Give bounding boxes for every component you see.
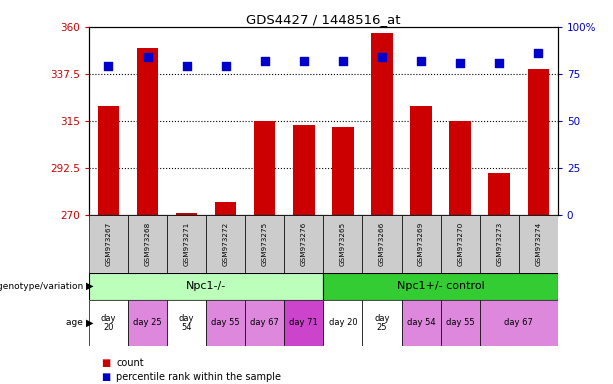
Text: ■: ■ <box>101 372 110 382</box>
Bar <box>519 215 558 273</box>
Point <box>338 58 348 64</box>
Text: day
20: day 20 <box>101 314 116 331</box>
Point <box>181 63 191 70</box>
Bar <box>362 300 402 346</box>
Bar <box>215 202 237 215</box>
Point <box>299 58 309 64</box>
Text: day 55: day 55 <box>446 318 474 327</box>
Bar <box>480 215 519 273</box>
Text: day 20: day 20 <box>329 318 357 327</box>
Text: GSM973267: GSM973267 <box>105 222 112 266</box>
Bar <box>284 215 324 273</box>
Bar <box>293 125 314 215</box>
Bar <box>441 215 480 273</box>
Bar <box>528 69 549 215</box>
Bar <box>245 300 284 346</box>
Bar <box>332 127 354 215</box>
Bar <box>128 300 167 346</box>
Text: percentile rank within the sample: percentile rank within the sample <box>116 372 281 382</box>
Point <box>104 63 113 70</box>
Text: GSM973273: GSM973273 <box>496 222 502 266</box>
Bar <box>89 300 128 346</box>
Point <box>143 54 153 60</box>
Bar <box>176 213 197 215</box>
Bar <box>371 33 393 215</box>
Text: ▶: ▶ <box>86 281 93 291</box>
Bar <box>324 215 362 273</box>
Text: GSM973275: GSM973275 <box>262 222 268 266</box>
Bar <box>167 215 206 273</box>
Text: Npc1-/-: Npc1-/- <box>186 281 226 291</box>
Point <box>533 50 543 56</box>
Bar <box>254 121 275 215</box>
Bar <box>137 48 158 215</box>
Text: genotype/variation: genotype/variation <box>0 281 86 291</box>
Bar <box>362 215 402 273</box>
Text: count: count <box>116 358 144 368</box>
Bar <box>167 300 206 346</box>
Text: day
25: day 25 <box>374 314 390 331</box>
Text: GSM973265: GSM973265 <box>340 222 346 266</box>
Bar <box>402 300 441 346</box>
Bar <box>206 215 245 273</box>
Bar <box>284 300 324 346</box>
Text: day 54: day 54 <box>407 318 435 327</box>
Point <box>260 58 270 64</box>
Text: day 25: day 25 <box>133 318 162 327</box>
Bar <box>89 215 128 273</box>
Point <box>416 58 426 64</box>
Point <box>221 63 230 70</box>
Text: GSM973269: GSM973269 <box>418 222 424 266</box>
Bar <box>489 173 510 215</box>
Text: GSM973266: GSM973266 <box>379 222 385 266</box>
Bar <box>89 273 324 300</box>
Title: GDS4427 / 1448516_at: GDS4427 / 1448516_at <box>246 13 401 26</box>
Point <box>455 60 465 66</box>
Bar <box>324 273 558 300</box>
Text: age: age <box>66 318 86 327</box>
Text: day 55: day 55 <box>211 318 240 327</box>
Bar <box>480 300 558 346</box>
Bar <box>128 215 167 273</box>
Bar <box>449 121 471 215</box>
Bar <box>402 215 441 273</box>
Text: GSM973270: GSM973270 <box>457 222 463 266</box>
Bar <box>97 106 119 215</box>
Text: day
54: day 54 <box>179 314 194 331</box>
Text: day 67: day 67 <box>504 318 533 327</box>
Text: GSM973274: GSM973274 <box>535 222 541 266</box>
Bar <box>245 215 284 273</box>
Text: GSM973276: GSM973276 <box>301 222 307 266</box>
Text: ▶: ▶ <box>86 318 93 328</box>
Text: Npc1+/- control: Npc1+/- control <box>397 281 484 291</box>
Text: GSM973271: GSM973271 <box>183 222 189 266</box>
Point <box>494 60 504 66</box>
Text: ■: ■ <box>101 358 110 368</box>
Text: day 71: day 71 <box>289 318 318 327</box>
Bar <box>441 300 480 346</box>
Bar <box>324 300 362 346</box>
Text: GSM973268: GSM973268 <box>145 222 151 266</box>
Text: GSM973272: GSM973272 <box>223 222 229 266</box>
Text: day 67: day 67 <box>250 318 279 327</box>
Bar <box>410 106 432 215</box>
Bar <box>206 300 245 346</box>
Point <box>377 54 387 60</box>
